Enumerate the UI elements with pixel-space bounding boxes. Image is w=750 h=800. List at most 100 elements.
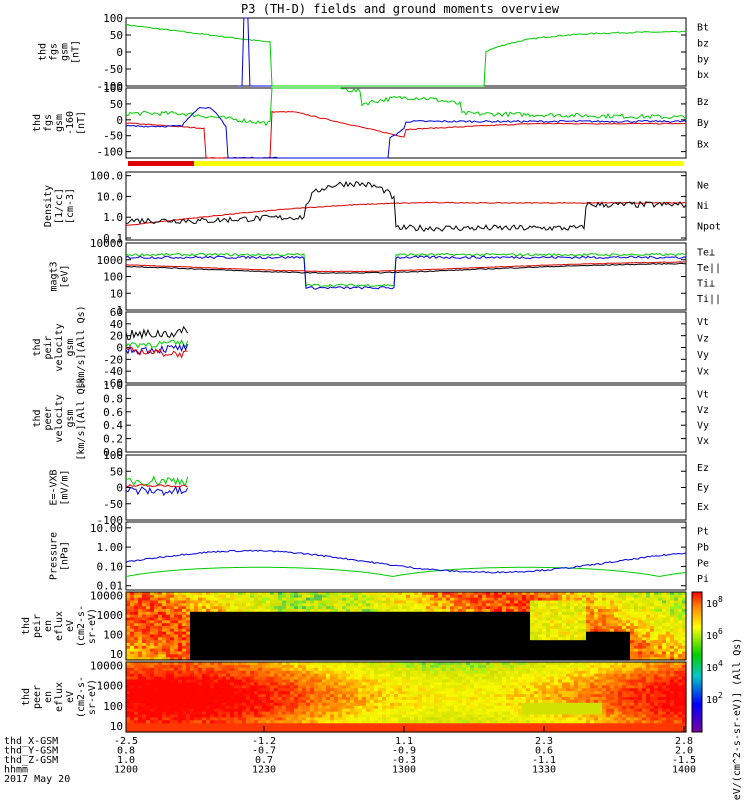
- heatmap-cell: [330, 643, 335, 647]
- heatmap-cell: [150, 699, 155, 704]
- heatmap-cell: [146, 664, 151, 669]
- heatmap-cell: [378, 603, 383, 607]
- heatmap-cell: [150, 603, 155, 607]
- heatmap-cell: [518, 600, 523, 604]
- heatmap-cell: [358, 643, 363, 647]
- heatmap-cell: [662, 620, 667, 624]
- heatmap-cell: [454, 597, 459, 602]
- heatmap-cell: [174, 664, 179, 669]
- heatmap-cell: [342, 623, 347, 627]
- heatmap-cell: [254, 726, 259, 730]
- heatmap-cell: [198, 597, 203, 602]
- heatmap-cell: [282, 702, 287, 707]
- y-axis-label-line: [nT]: [71, 40, 82, 64]
- heatmap-cell: [238, 617, 243, 621]
- heatmap-cell: [270, 648, 275, 653]
- heatmap-cell: [150, 662, 155, 666]
- heatmap-cell: [302, 597, 307, 602]
- heatmap-cell: [566, 651, 571, 655]
- heatmap-cell: [394, 648, 399, 653]
- heatmap-cell: [222, 614, 227, 619]
- heatmap-cell: [314, 708, 319, 713]
- heatmap-cell: [482, 643, 487, 647]
- heatmap-cell: [666, 628, 671, 633]
- heatmap-cell: [470, 614, 475, 619]
- heatmap-cell: [266, 702, 271, 707]
- heatmap-cell: [294, 699, 299, 704]
- heatmap-cell: [186, 611, 191, 616]
- heatmap-cell: [454, 648, 459, 653]
- heatmap-cell: [298, 685, 303, 689]
- heatmap-cell: [554, 617, 559, 621]
- heatmap-cell: [278, 603, 283, 607]
- heatmap-cell: [202, 708, 207, 713]
- heatmap-cell: [510, 654, 515, 658]
- heatmap-cell: [526, 617, 531, 621]
- heatmap-cell: [514, 651, 519, 655]
- heatmap-cell: [198, 697, 203, 701]
- heatmap-cell: [274, 648, 279, 653]
- heatmap-cell: [494, 606, 499, 610]
- heatmap-cell: [278, 600, 283, 604]
- heatmap-cell: [630, 617, 635, 621]
- heatmap-cell: [566, 654, 571, 658]
- heatmap-cell: [454, 626, 459, 630]
- heatmap-cell: [338, 620, 343, 624]
- heatmap-cell: [226, 682, 231, 686]
- heatmap-cell: [266, 597, 271, 602]
- heatmap-cell: [342, 699, 347, 704]
- heatmap-cell: [670, 628, 675, 633]
- heatmap-cell: [314, 620, 319, 624]
- heatmap-cell: [574, 640, 579, 644]
- heatmap-cell: [258, 634, 263, 638]
- heatmap-cell: [522, 631, 527, 636]
- heatmap-cell: [162, 637, 167, 641]
- heatmap-cell: [350, 643, 355, 647]
- heatmap-cell: [558, 592, 563, 596]
- heatmap-cell: [534, 654, 539, 658]
- heatmap-cell: [218, 648, 223, 653]
- heatmap-cell: [642, 597, 647, 602]
- heatmap-cell: [278, 694, 283, 698]
- heatmap-cell: [162, 643, 167, 647]
- heatmap-cell: [306, 651, 311, 655]
- heatmap-cell: [162, 708, 167, 713]
- heatmap-cell: [594, 614, 599, 619]
- heatmap-cell: [170, 691, 175, 695]
- heatmap-cell: [202, 694, 207, 698]
- heatmap-cell: [470, 634, 475, 638]
- heatmap-cell: [146, 667, 151, 672]
- heatmap-cell: [346, 705, 351, 710]
- y-tick-label: 0: [116, 342, 123, 355]
- heatmap-cell: [402, 628, 407, 633]
- heatmap-cell: [318, 694, 323, 698]
- heatmap-cell: [290, 614, 295, 619]
- heatmap-cell: [190, 617, 195, 621]
- heatmap-cell: [282, 603, 287, 607]
- heatmap-cell: [378, 657, 383, 661]
- heatmap-cell: [146, 597, 151, 602]
- heatmap-cell: [226, 676, 231, 681]
- heatmap-cell: [502, 623, 507, 627]
- heatmap-cell: [382, 611, 387, 616]
- heatmap-cell: [490, 648, 495, 653]
- heatmap-cell: [210, 691, 215, 695]
- heatmap-cell: [334, 720, 339, 724]
- heatmap-cell: [150, 697, 155, 701]
- heatmap-cell: [274, 702, 279, 707]
- heatmap-cell: [190, 594, 195, 599]
- heatmap-cell: [150, 708, 155, 713]
- heatmap-cell: [202, 662, 207, 666]
- heatmap-cell: [182, 603, 187, 607]
- heatmap-cell: [342, 708, 347, 713]
- heatmap-cell: [474, 606, 479, 610]
- heatmap-cell: [182, 685, 187, 689]
- heatmap-cell: [406, 592, 411, 596]
- heatmap-cell: [450, 600, 455, 604]
- heatmap-cell: [142, 664, 147, 669]
- heatmap-cell: [346, 726, 351, 730]
- heatmap-cell: [170, 720, 175, 724]
- heatmap-cell: [394, 628, 399, 633]
- heatmap-cell: [642, 614, 647, 619]
- heatmap-cell: [326, 697, 331, 701]
